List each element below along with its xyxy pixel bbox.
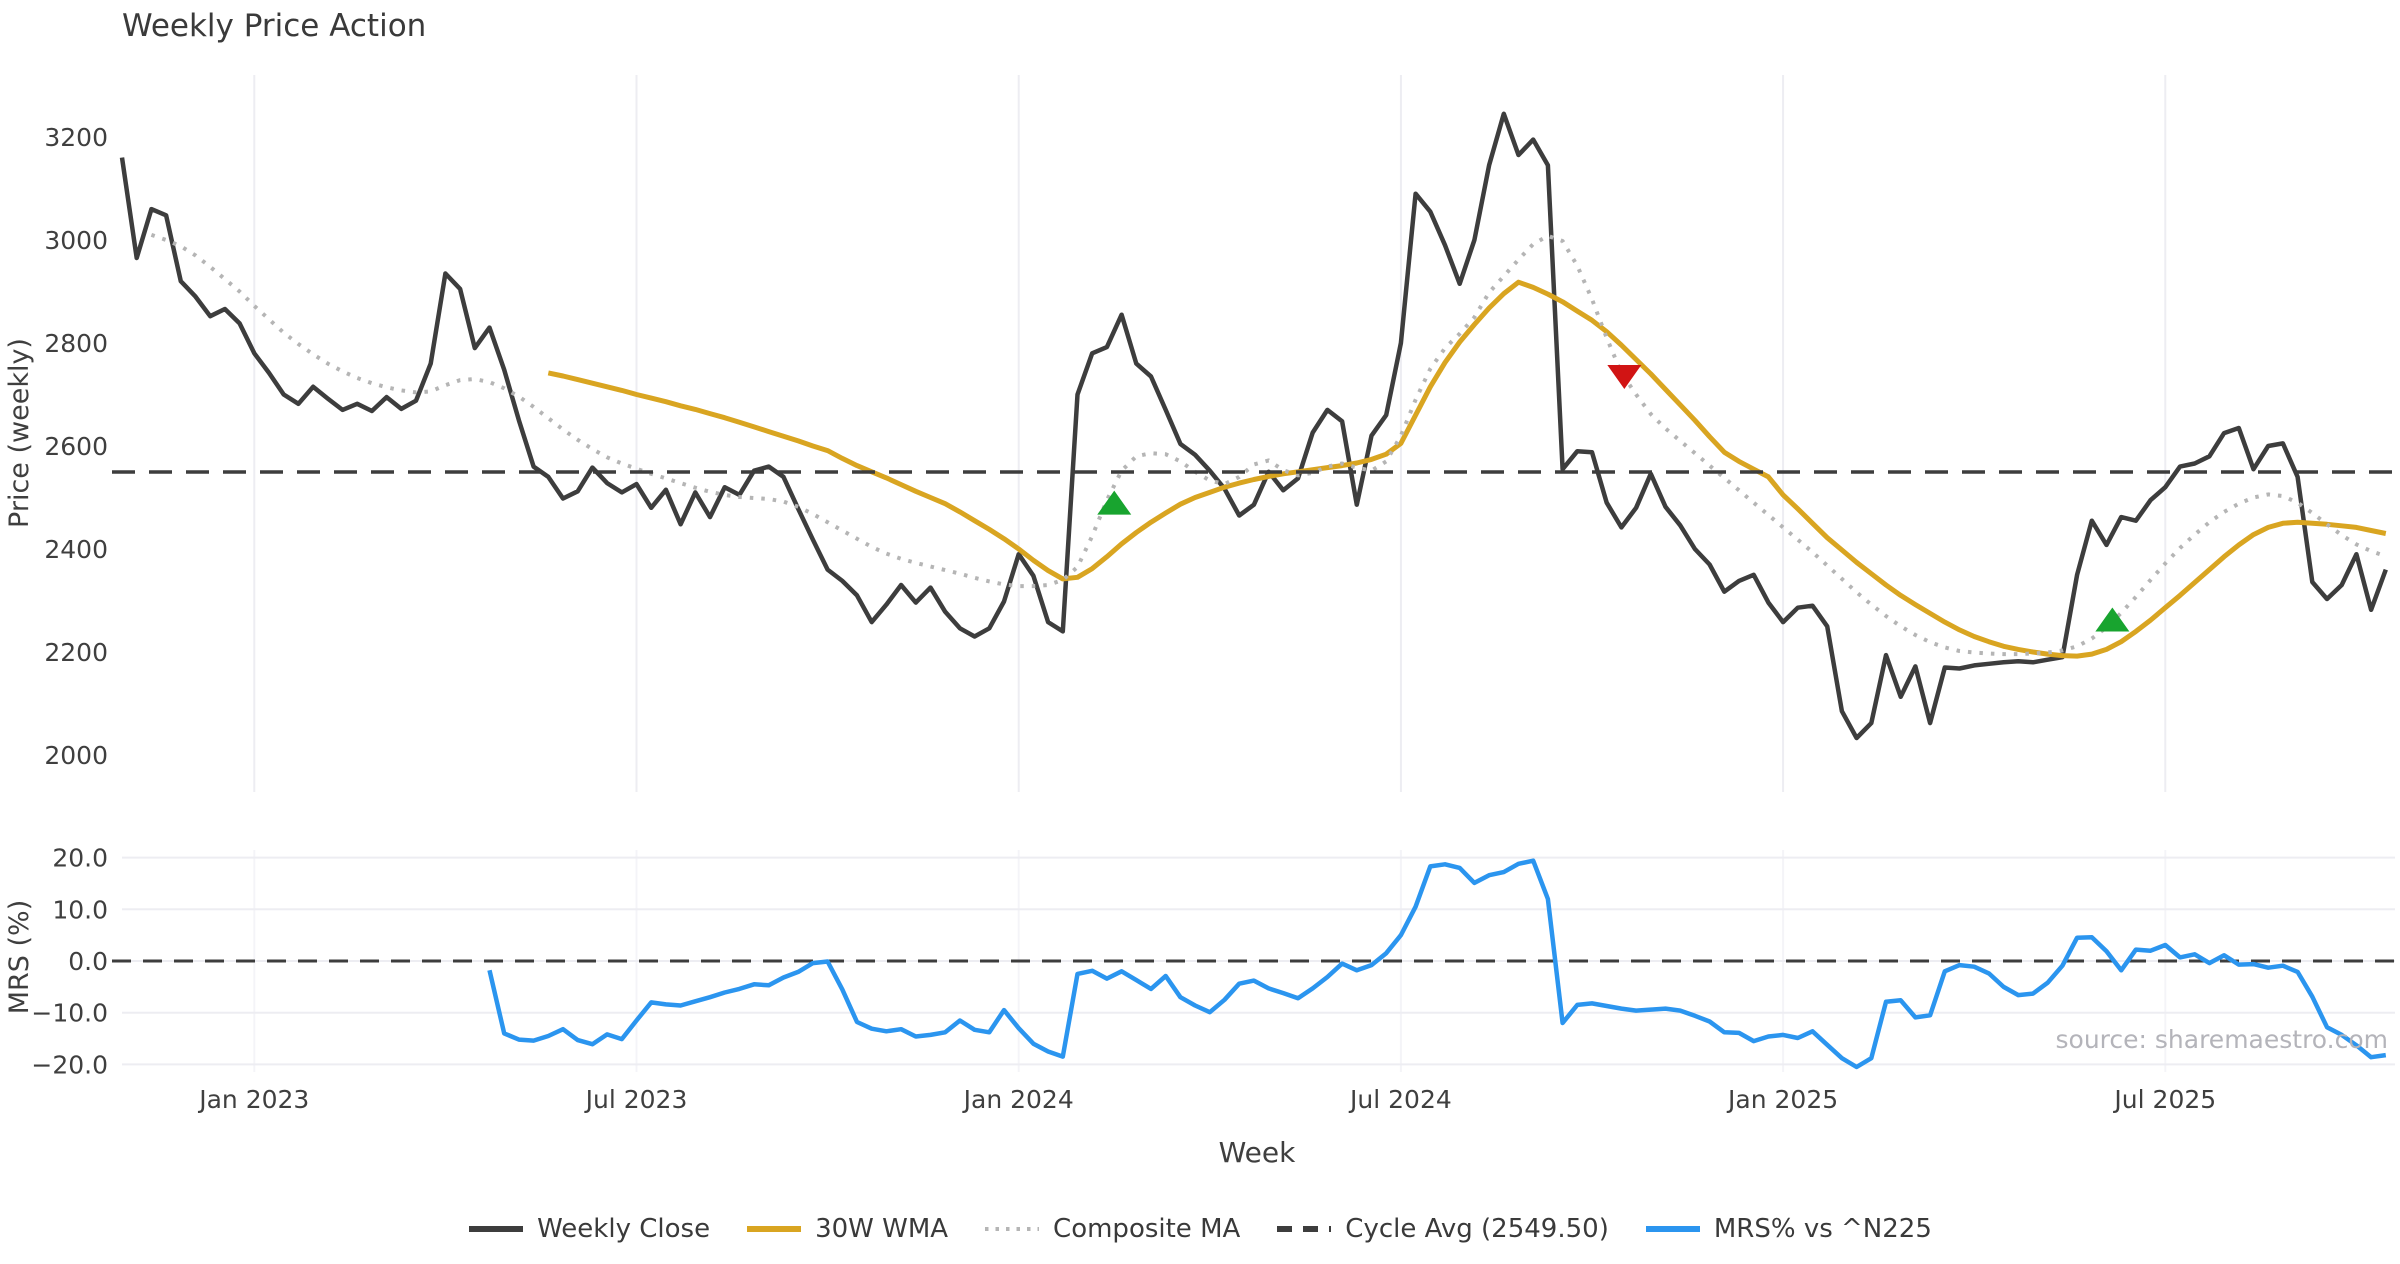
x-tick-label: Jan 2024 bbox=[962, 1085, 1074, 1114]
buy-signal-marker bbox=[2095, 607, 2130, 632]
y-tick-label: 3000 bbox=[44, 226, 108, 255]
legend-label: Weekly Close bbox=[537, 1214, 711, 1244]
sell-signal-marker bbox=[1607, 364, 1642, 389]
legend-label: Cycle Avg (2549.50) bbox=[1345, 1214, 1609, 1244]
x-tick-label: Jul 2024 bbox=[1348, 1085, 1452, 1114]
y-axis-label-mrs: MRS (%) bbox=[4, 900, 35, 1015]
legend-swatch-icon bbox=[747, 1226, 802, 1232]
mrs-line bbox=[487, 858, 2387, 1070]
legend-item-mrs-vs-n225: MRS% vs ^N225 bbox=[1645, 1214, 1932, 1244]
y-tick-label: 10.0 bbox=[52, 895, 108, 924]
y-tick-label: −10.0 bbox=[31, 999, 108, 1028]
y-tick-label: 2200 bbox=[44, 638, 108, 667]
x-tick-label: Jul 2023 bbox=[584, 1085, 688, 1114]
legend-swatch-icon bbox=[985, 1227, 1040, 1231]
legend-swatch-icon bbox=[1645, 1226, 1700, 1232]
legend-label: 30W WMA bbox=[815, 1214, 949, 1244]
y-axis-label-price: Price (weekly) bbox=[4, 338, 35, 528]
legend-item-cycle-avg-2549-50-: Cycle Avg (2549.50) bbox=[1276, 1214, 1609, 1244]
y-tick-label: 2600 bbox=[44, 432, 108, 461]
legend-item-weekly-close: Weekly Close bbox=[468, 1214, 710, 1244]
weekly-close-line bbox=[119, 111, 2388, 741]
chart-legend: Weekly Close 30W WMA Composite MA Cycle Avg… bbox=[0, 1214, 2400, 1244]
legend-label: Composite MA bbox=[1053, 1214, 1241, 1244]
legend-swatch-icon bbox=[1277, 1226, 1332, 1232]
30w-wma-line bbox=[547, 279, 2387, 659]
chart-title: Weekly Price Action bbox=[122, 8, 426, 44]
legend-label: MRS% vs ^N225 bbox=[1713, 1214, 1932, 1244]
y-tick-label: 2800 bbox=[44, 329, 108, 358]
legend-item-30w-wma: 30W WMA bbox=[746, 1214, 948, 1244]
x-tick-label: Jul 2025 bbox=[2112, 1085, 2216, 1114]
x-tick-label: Jan 2025 bbox=[1726, 1085, 1838, 1114]
y-tick-label: 3200 bbox=[44, 123, 108, 152]
y-tick-label: 20.0 bbox=[52, 844, 108, 873]
x-tick-label: Jan 2023 bbox=[197, 1085, 309, 1114]
composite-ma-line bbox=[150, 233, 2387, 657]
x-axis-label: Week bbox=[1219, 1136, 1296, 1169]
y-tick-label: −20.0 bbox=[31, 1050, 108, 1079]
buy-signal-marker bbox=[1097, 490, 1132, 515]
y-tick-label: 2400 bbox=[44, 535, 108, 564]
source-note: source: sharemaestro.com bbox=[2056, 1025, 2389, 1054]
y-tick-label: 0.0 bbox=[68, 947, 108, 976]
legend-swatch-icon bbox=[469, 1226, 524, 1232]
legend-item-composite-ma: Composite MA bbox=[984, 1214, 1240, 1244]
y-tick-label: 2000 bbox=[44, 741, 108, 770]
